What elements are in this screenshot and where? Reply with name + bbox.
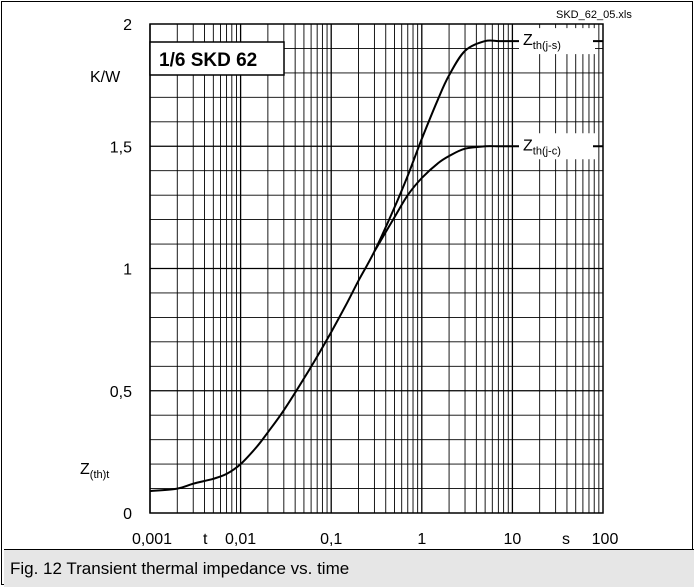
x-tick-label: 0,1 (320, 531, 342, 548)
y-axis-label: Z(th)t (80, 461, 109, 481)
series-line-zth-j-c (373, 145, 540, 252)
x-axis-label: t (203, 531, 208, 548)
x-tick-label: 10 (504, 531, 522, 548)
x-tick-label: 0,01 (225, 531, 256, 548)
series-label-bg (519, 28, 595, 55)
title-box: 1/6 SKD 62 (149, 41, 285, 76)
chart: SKD_62_05.xls 1/6 SKD 62 K/W Z(th)t 00,5… (80, 9, 632, 548)
series-label-sub: th(j-c) (533, 145, 561, 157)
series-label-zth-j-c: Zth(j-c) (523, 137, 561, 157)
y-axis-label-symbol: Z (80, 461, 90, 478)
series-label-sub: th(j-s) (533, 40, 561, 52)
x-tick-label: 0,001 (132, 531, 172, 548)
y-unit: K/W (90, 69, 121, 86)
x-tick-labels: 0,001 0,01 0,1 1 10 100 (132, 531, 618, 548)
file-label: SKD_62_05.xls (556, 9, 632, 21)
y-tick-label: 1,5 (110, 139, 132, 156)
figure-caption: Fig. 12 Transient thermal impedance vs. … (4, 549, 694, 587)
y-tick-label: 1 (123, 262, 132, 279)
y-axis-label-sub: (th)t (90, 469, 110, 481)
series-layer (149, 39, 540, 492)
chart-title: 1/6 SKD 62 (159, 50, 257, 71)
series-labels: Zth(j-s)Zth(j-c) (519, 28, 603, 160)
series-label-bg (519, 133, 595, 160)
plot-border (149, 23, 604, 514)
series-label-zth-j-s: Zth(j-s) (523, 32, 561, 52)
x-tick-label: 100 (592, 531, 619, 548)
x-unit: s (562, 531, 570, 548)
y-tick-label: 0,5 (110, 384, 132, 401)
y-tick-label: 2 (123, 17, 132, 34)
y-tick-labels: 0 0,5 1 1,5 2 (110, 17, 132, 523)
y-tick-label: 0 (123, 506, 132, 523)
series-label-symbol: Z (523, 32, 533, 49)
x-tick-label: 1 (417, 531, 426, 548)
series-label-symbol: Z (523, 137, 533, 154)
series-line-zth-j-s (149, 39, 540, 492)
